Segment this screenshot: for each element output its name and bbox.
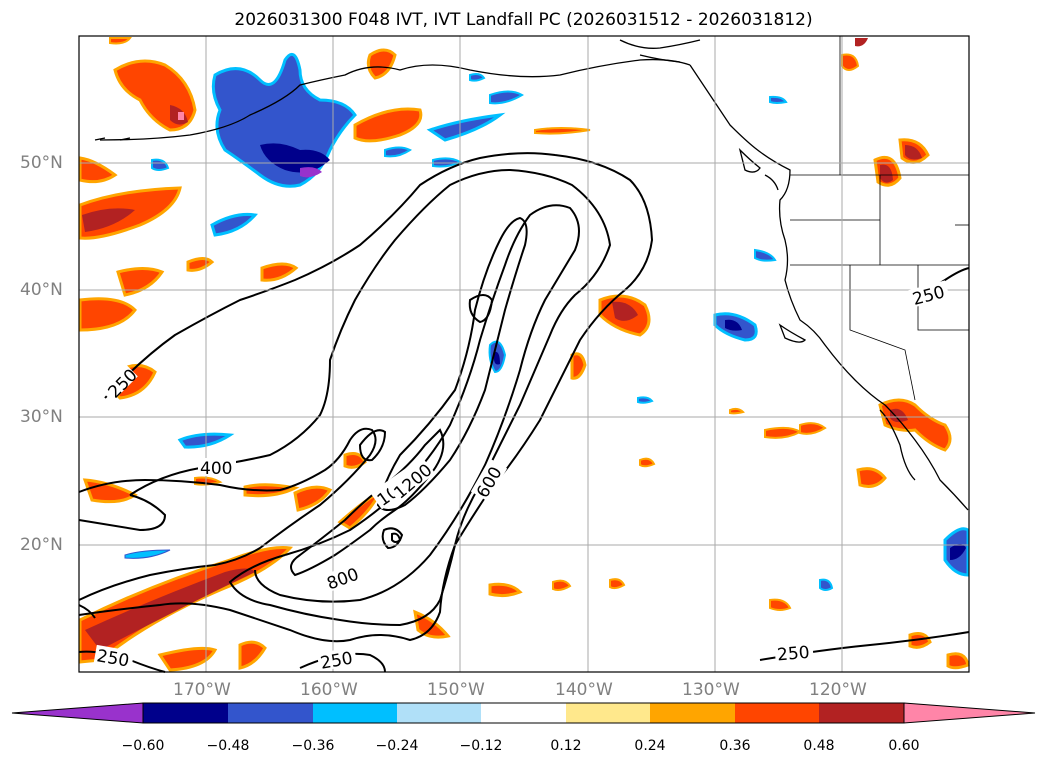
lat-tick-label: 40°N bbox=[20, 280, 63, 300]
colorbar-swatch bbox=[819, 703, 904, 723]
colorbar-extend-high bbox=[903, 702, 1036, 724]
political-borders bbox=[790, 36, 969, 401]
colorbar-swatch bbox=[143, 703, 228, 723]
page-title: 2026031300 F048 IVT, IVT Landfall PC (20… bbox=[234, 10, 813, 30]
colorbar-swatch bbox=[735, 703, 819, 723]
colorbar bbox=[11, 702, 1036, 724]
contour-label: 250 bbox=[776, 643, 810, 666]
colorbar-tick-label: −0.60 bbox=[121, 738, 165, 754]
colorbar-swatch bbox=[650, 703, 735, 723]
colorbar-tick-label: 0.48 bbox=[803, 738, 835, 754]
colorbar-tick-label: 0.24 bbox=[634, 738, 666, 754]
colorbar-tick-label: −0.24 bbox=[375, 738, 419, 754]
colorbar-swatch bbox=[313, 703, 397, 723]
contour-label: 400 bbox=[200, 459, 232, 479]
colorbar-extend-low bbox=[11, 702, 144, 724]
colorbar-tick-label: 0.12 bbox=[550, 738, 582, 754]
lon-tick-label: 120°W bbox=[809, 680, 867, 700]
lon-tick-label: 140°W bbox=[555, 680, 613, 700]
colorbar-swatch bbox=[228, 703, 313, 723]
lat-tick-label: 20°N bbox=[20, 535, 63, 555]
negative-anomaly-shading bbox=[124, 52, 970, 591]
lon-tick-label: 150°W bbox=[427, 680, 485, 700]
colorbar-tick-label: −0.48 bbox=[206, 738, 250, 754]
colorbar-swatch bbox=[481, 703, 566, 723]
ivt-contours bbox=[78, 152, 970, 673]
lon-tick-label: 160°W bbox=[300, 680, 358, 700]
coastlines bbox=[94, 39, 969, 511]
colorbar-tick-label: −0.36 bbox=[291, 738, 335, 754]
lat-tick-label: 50°N bbox=[20, 153, 63, 173]
lon-tick-label: 130°W bbox=[682, 680, 740, 700]
map-plot-area: 250 250 250 250 250 400 600 800 1000 120… bbox=[78, 35, 970, 674]
lat-tick-label: 30°N bbox=[20, 407, 63, 427]
colorbar-tick-label: −0.12 bbox=[459, 738, 503, 754]
colorbar-tick-label: 0.60 bbox=[888, 738, 920, 754]
colorbar-tick-label: 0.36 bbox=[719, 738, 751, 754]
colorbar-swatch bbox=[397, 703, 481, 723]
lon-tick-label: 170°W bbox=[173, 680, 231, 700]
gridlines bbox=[79, 36, 969, 672]
colorbar-swatch bbox=[566, 703, 650, 723]
